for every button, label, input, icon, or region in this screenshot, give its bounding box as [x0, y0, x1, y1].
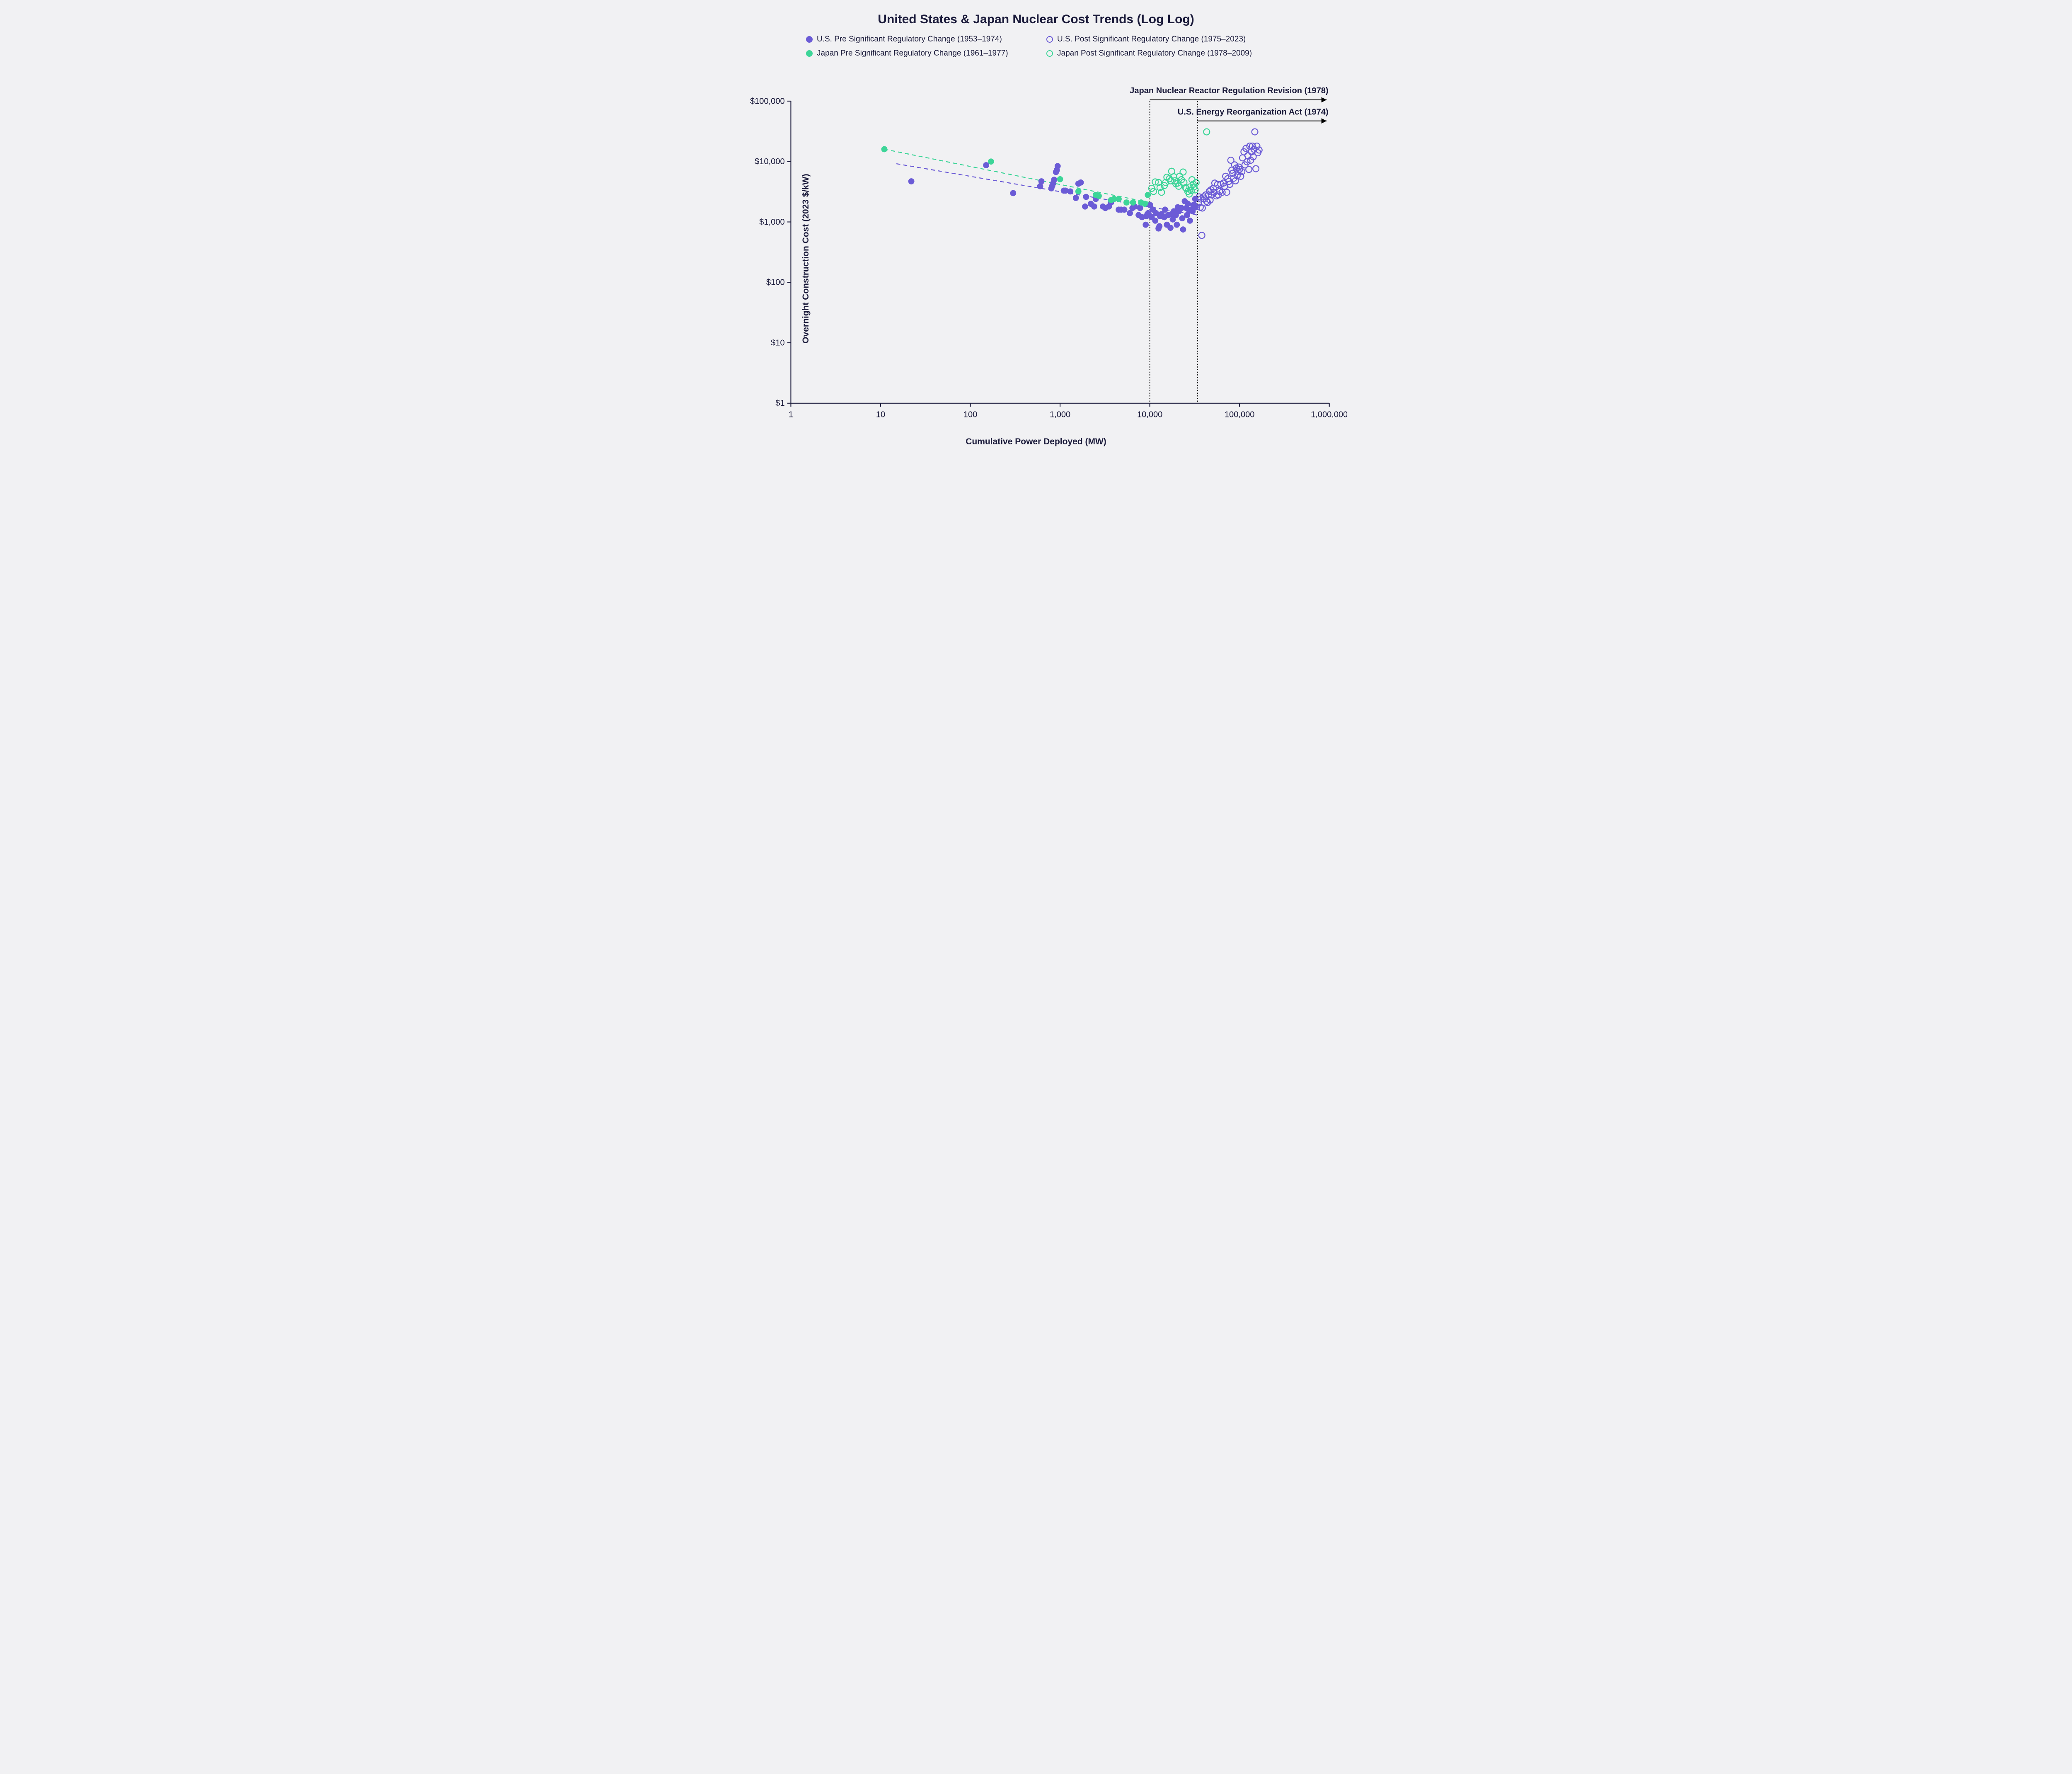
svg-text:1: 1 [789, 410, 793, 419]
svg-text:Japan Nuclear Reactor Regulati: Japan Nuclear Reactor Regulation Revisio… [1130, 86, 1328, 95]
svg-text:1,000: 1,000 [1050, 410, 1070, 419]
chart-container: United States & Japan Nuclear Cost Trend… [725, 12, 1347, 447]
scatter-plot: 1 10 100 1,000 10,000 100,000 1,000,000 $1 $10 $1… [725, 70, 1347, 429]
svg-text:$100: $100 [766, 278, 785, 287]
legend-marker [1046, 36, 1053, 43]
legend-marker [806, 36, 813, 43]
svg-text:1,000,000: 1,000,000 [1311, 410, 1347, 419]
x-axis-label: Cumulative Power Deployed (MW) [725, 437, 1347, 447]
legend-item-jp-post: Japan Post Significant Regulatory Change… [1046, 49, 1274, 58]
svg-text:100: 100 [963, 410, 977, 419]
svg-text:10: 10 [876, 410, 885, 419]
svg-text:$10,000: $10,000 [755, 157, 785, 166]
svg-text:10,000: 10,000 [1137, 410, 1162, 419]
chart-title: United States & Japan Nuclear Cost Trend… [725, 12, 1347, 27]
y-axis-label: Overnight Construction Cost (2023 $/kW) [801, 174, 811, 344]
legend: U.S. Pre Significant Regulatory Change (… [798, 35, 1274, 58]
svg-text:$1,000: $1,000 [759, 218, 784, 227]
plot-area: Overnight Construction Cost (2023 $/kW) … [725, 70, 1347, 447]
svg-text:$1: $1 [775, 399, 784, 408]
svg-text:$100,000: $100,000 [750, 97, 785, 106]
legend-marker [806, 50, 813, 57]
legend-item-us-post: U.S. Post Significant Regulatory Change … [1046, 35, 1274, 44]
legend-label: U.S. Post Significant Regulatory Change … [1057, 35, 1246, 44]
legend-item-us-pre: U.S. Pre Significant Regulatory Change (… [806, 35, 1034, 44]
svg-text:U.S. Energy Reorganization Act: U.S. Energy Reorganization Act (1974) [1178, 107, 1329, 116]
legend-label: U.S. Pre Significant Regulatory Change (… [817, 35, 1002, 44]
legend-label: Japan Post Significant Regulatory Change… [1057, 49, 1252, 58]
legend-label: Japan Pre Significant Regulatory Change … [817, 49, 1008, 58]
legend-item-jp-pre: Japan Pre Significant Regulatory Change … [806, 49, 1034, 58]
svg-text:100,000: 100,000 [1225, 410, 1255, 419]
legend-marker [1046, 50, 1053, 57]
svg-text:$10: $10 [771, 338, 784, 347]
